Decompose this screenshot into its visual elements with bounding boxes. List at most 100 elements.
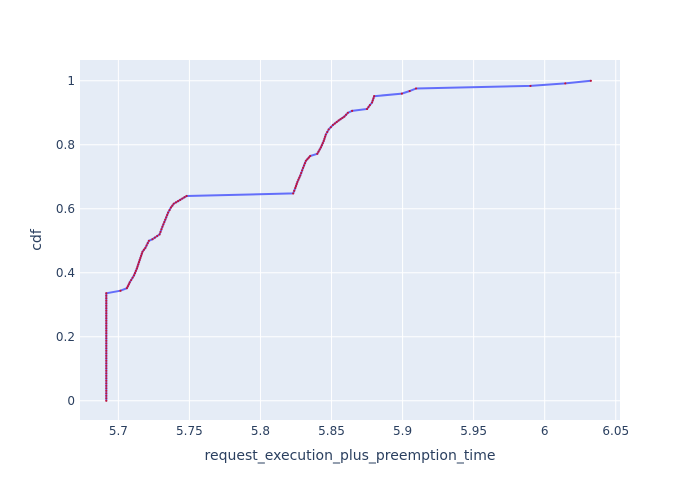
data-point (162, 223, 165, 226)
data-point (105, 297, 108, 300)
data-point (172, 202, 175, 205)
data-point (105, 352, 108, 355)
data-point (105, 354, 108, 357)
data-point (320, 144, 323, 147)
x-tick-label: 5.95 (460, 424, 487, 438)
data-point (105, 397, 108, 400)
data-point (135, 267, 138, 270)
data-point (105, 392, 108, 395)
data-point (105, 379, 108, 382)
data-point (144, 246, 147, 249)
y-tick-label: 0.6 (56, 202, 75, 216)
data-point (293, 189, 296, 192)
data-point (105, 337, 108, 340)
data-point (105, 329, 108, 332)
data-point (105, 387, 108, 390)
data-point (344, 113, 348, 116)
data-point (105, 319, 108, 322)
data-point (105, 334, 108, 337)
data-point (136, 265, 139, 268)
data-point (168, 208, 171, 212)
y-axis-title: cdf (29, 228, 45, 251)
data-point (371, 99, 374, 102)
data-point (169, 206, 173, 209)
data-point (165, 216, 168, 219)
data-point (160, 228, 163, 231)
data-point (317, 150, 320, 153)
data-point (400, 92, 403, 95)
data-point (529, 84, 532, 88)
x-gridlines (117, 60, 617, 420)
data-point (319, 146, 322, 149)
data-point (158, 233, 161, 236)
data-point (156, 234, 159, 238)
data-point (166, 213, 169, 217)
data-point (331, 123, 335, 127)
data-point (127, 283, 130, 286)
data-point (341, 116, 344, 120)
data-point (346, 111, 349, 114)
x-tick-labels: 5.7 5.75 5.8 5.85 5.9 5.95 6 6.05 (109, 424, 629, 438)
data-point (167, 211, 170, 214)
data-point (296, 180, 299, 184)
data-point (105, 327, 108, 330)
data-point (105, 357, 108, 360)
data-point (151, 238, 154, 241)
data-point (176, 200, 180, 203)
data-point (298, 176, 301, 179)
data-point (138, 258, 141, 262)
y-tick-label: 0.2 (56, 330, 75, 344)
data-point (105, 302, 108, 305)
data-point (323, 137, 326, 140)
data-point (564, 82, 567, 85)
data-point (105, 304, 108, 307)
data-point (322, 139, 325, 143)
x-axis-title: request_execution_plus_preemption_time (205, 448, 496, 464)
data-point (137, 263, 140, 266)
x-tick-label: 6.05 (602, 424, 629, 438)
data-point (324, 135, 327, 138)
data-point (174, 201, 178, 204)
plot-area (80, 60, 620, 420)
data-point (365, 107, 369, 111)
data-point (351, 109, 354, 112)
data-point (142, 248, 146, 251)
data-point (105, 384, 108, 387)
data-point (140, 254, 143, 257)
data-point (302, 164, 306, 167)
data-point (105, 394, 108, 397)
data-point (105, 367, 108, 370)
data-point (105, 344, 108, 347)
data-point (302, 166, 305, 169)
y-tick-label: 0.4 (56, 266, 75, 280)
data-point (134, 269, 137, 272)
data-point (295, 182, 298, 186)
data-point (105, 382, 108, 385)
data-point (133, 272, 137, 275)
data-point (128, 281, 131, 284)
x-tick-label: 5.7 (109, 424, 128, 438)
data-point (105, 377, 108, 380)
data-point (130, 278, 133, 282)
data-point (294, 184, 298, 188)
data-point (105, 374, 108, 377)
data-point (185, 194, 188, 198)
data-point (105, 307, 108, 310)
data-point (145, 244, 148, 247)
data-point (105, 294, 108, 297)
data-point (105, 339, 108, 342)
data-point (299, 174, 302, 177)
x-tick-label: 6 (541, 424, 549, 438)
data-point (292, 192, 295, 195)
data-point (321, 141, 324, 145)
data-point (294, 186, 297, 190)
data-point (179, 198, 182, 201)
data-point (333, 122, 336, 125)
data-point (303, 162, 307, 165)
y-tick-label: 1 (67, 74, 75, 88)
y-tick-label: 0 (67, 394, 75, 408)
x-tick-label: 5.9 (393, 424, 412, 438)
data-point (147, 239, 151, 242)
data-point (126, 285, 129, 288)
data-point (125, 287, 128, 290)
